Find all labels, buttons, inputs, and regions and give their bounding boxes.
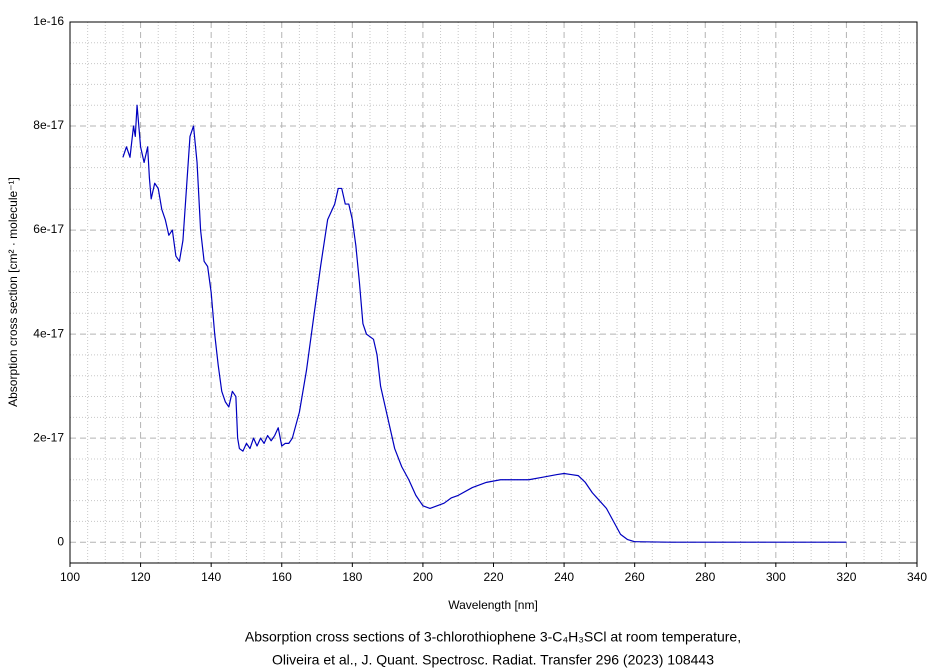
y-tick-label: 0 <box>57 534 64 548</box>
y-tick-label: 6e-17 <box>33 222 64 236</box>
x-tick-label: 100 <box>60 570 80 584</box>
x-tick-label: 240 <box>554 570 574 584</box>
y-tick-label: 2e-17 <box>33 430 64 444</box>
x-tick-label: 160 <box>272 570 292 584</box>
caption: Absorption cross sections of 3-chlorothi… <box>245 629 741 645</box>
x-tick-label: 300 <box>766 570 786 584</box>
y-tick-label: 1e-16 <box>33 14 64 28</box>
marks: 100 120 140 160 180 200 220 240 260 280 300 320 340 0… <box>33 14 927 584</box>
x-tick-label: 220 <box>483 570 503 584</box>
x-tick-label: 320 <box>836 570 856 584</box>
x-tick-label: 260 <box>625 570 645 584</box>
x-tick-label: 140 <box>201 570 221 584</box>
x-tick-label: 280 <box>695 570 715 584</box>
x-axis-label: Wavelength [nm] <box>448 598 538 612</box>
x-tick-label: 200 <box>413 570 433 584</box>
y-axis-label: Absorption cross section [cm² · molecule… <box>6 177 20 407</box>
x-tick-label: 340 <box>907 570 927 584</box>
x-tick-label: 120 <box>131 570 151 584</box>
y-tick-label: 8e-17 <box>33 118 64 132</box>
spectrum-line <box>122 104 847 543</box>
x-tick-label: 180 <box>342 570 362 584</box>
caption: Oliveira et al., J. Quant. Spectrosc. Ra… <box>272 652 714 668</box>
y-tick-label: 4e-17 <box>33 326 64 340</box>
grid <box>69 21 918 563</box>
